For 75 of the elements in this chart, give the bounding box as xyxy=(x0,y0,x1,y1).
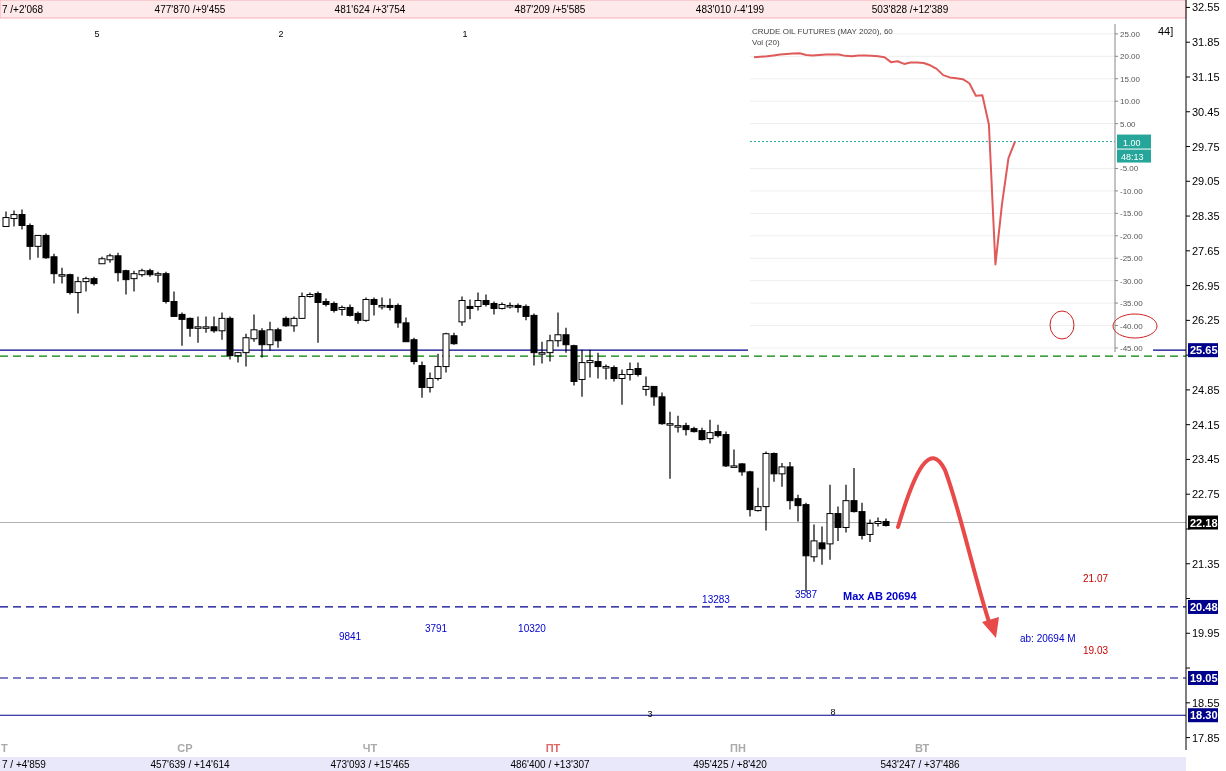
annotation: 2 xyxy=(278,29,284,39)
text: 7 / +4'859 xyxy=(2,759,47,770)
ref-line-label: 1.00 xyxy=(1123,137,1141,148)
y-tick-label: 24.85 xyxy=(1192,383,1220,396)
ref-line-label: 19.05 xyxy=(1190,671,1218,684)
annotation: 44] xyxy=(1158,25,1174,37)
annotation: 7 /+2'068 xyxy=(2,4,44,15)
annotation: ПН xyxy=(730,742,746,754)
y-tick-label: 31.85 xyxy=(1192,36,1220,49)
annotation: 477'870 /+9'455 xyxy=(154,4,226,15)
y-tick-label: 17.85 xyxy=(1192,731,1220,744)
y-tick-label: 5.00 xyxy=(1120,119,1137,129)
ref-line-label: 25.65 xyxy=(1190,344,1218,357)
y-tick-label: -30.00 xyxy=(1120,276,1144,286)
annotation: 13283 xyxy=(702,594,731,605)
annotation: СР xyxy=(177,742,193,754)
ref-line-label: 18.30 xyxy=(1190,709,1218,722)
annotation: ПТ xyxy=(545,742,561,754)
y-tick-label: 22.75 xyxy=(1192,488,1220,501)
annotation: 3587 xyxy=(794,589,818,600)
y-tick-label: 30.45 xyxy=(1192,105,1220,118)
y-tick-label: 15.00 xyxy=(1120,74,1141,84)
ref-line-label: 20.48 xyxy=(1190,600,1218,613)
y-tick-label: 10.00 xyxy=(1120,97,1141,107)
annotation: 5 xyxy=(94,29,100,39)
text: 457'639 / +14'614 xyxy=(150,759,231,770)
annotation: 3 xyxy=(647,709,653,719)
annotation: ЧТ xyxy=(362,742,378,754)
line-series xyxy=(753,52,1016,266)
y-tick-label: 21.35 xyxy=(1192,557,1220,570)
annotation: 9841 xyxy=(338,631,362,642)
annotation: 10320 xyxy=(518,623,547,634)
y-tick-label: 24.15 xyxy=(1192,418,1220,431)
annotation: 48:13 xyxy=(1121,151,1144,162)
annotation: 503'828 /+12'389 xyxy=(871,4,949,15)
annotation: 21.07 xyxy=(1083,573,1109,584)
annotation: 487'209 /+5'585 xyxy=(514,4,586,15)
text: 495'425 / +8'420 xyxy=(693,759,768,770)
y-tick-label: 31.15 xyxy=(1192,70,1220,83)
y-tick-label: 32.55 xyxy=(1192,1,1220,14)
y-tick-label: 26.95 xyxy=(1192,279,1220,292)
annotation: Max AB 20694 xyxy=(843,590,918,602)
y-tick-label: 20.00 xyxy=(1120,52,1141,62)
annotation: ВТ xyxy=(914,742,930,754)
y-tick-label: 18.55 xyxy=(1192,696,1220,709)
annotation: ab: 20694 M xyxy=(1020,633,1076,644)
y-tick-label: 27.65 xyxy=(1192,244,1220,257)
y-tick-label: 29.05 xyxy=(1192,175,1220,188)
annotation: 481'624 /+3'754 xyxy=(334,4,406,15)
annotation: 19.03 xyxy=(1083,645,1109,656)
y-tick-label: 23.45 xyxy=(1192,453,1220,466)
y-tick-label: -25.00 xyxy=(1120,254,1144,264)
text: 543'247 / +37'486 xyxy=(880,759,961,770)
chart-title: CRUDE OIL FUTURES (MAY 2020), 60 xyxy=(752,27,894,36)
text: 486'400 / +13'307 xyxy=(510,759,591,770)
y-tick-label: 25.00 xyxy=(1120,29,1141,39)
annotation: 483'010 /-4'199 xyxy=(695,4,765,15)
annotation: 8 xyxy=(830,707,836,717)
annotation: Т xyxy=(1,742,8,754)
y-tick-label: 28.35 xyxy=(1192,210,1220,223)
y-tick-label: 26.25 xyxy=(1192,314,1220,327)
annotation: 1 xyxy=(462,29,468,39)
ref-line-label: 22.18 xyxy=(1190,516,1218,529)
y-tick-label: -35.00 xyxy=(1120,299,1144,309)
annotation: 3791 xyxy=(424,623,448,634)
y-tick-label: 19.95 xyxy=(1192,627,1220,640)
y-tick-label: -10.00 xyxy=(1120,186,1144,196)
y-tick-label: 29.75 xyxy=(1192,140,1220,153)
y-tick-label: -5.00 xyxy=(1120,164,1139,174)
text: Vol (20) xyxy=(752,38,780,47)
y-tick-label: -40.00 xyxy=(1120,321,1144,331)
y-tick-label: -45.00 xyxy=(1120,343,1144,353)
text: 473'093 / +15'465 xyxy=(330,759,411,770)
y-tick-label: -20.00 xyxy=(1120,231,1144,241)
y-tick-label: -15.00 xyxy=(1120,209,1144,219)
